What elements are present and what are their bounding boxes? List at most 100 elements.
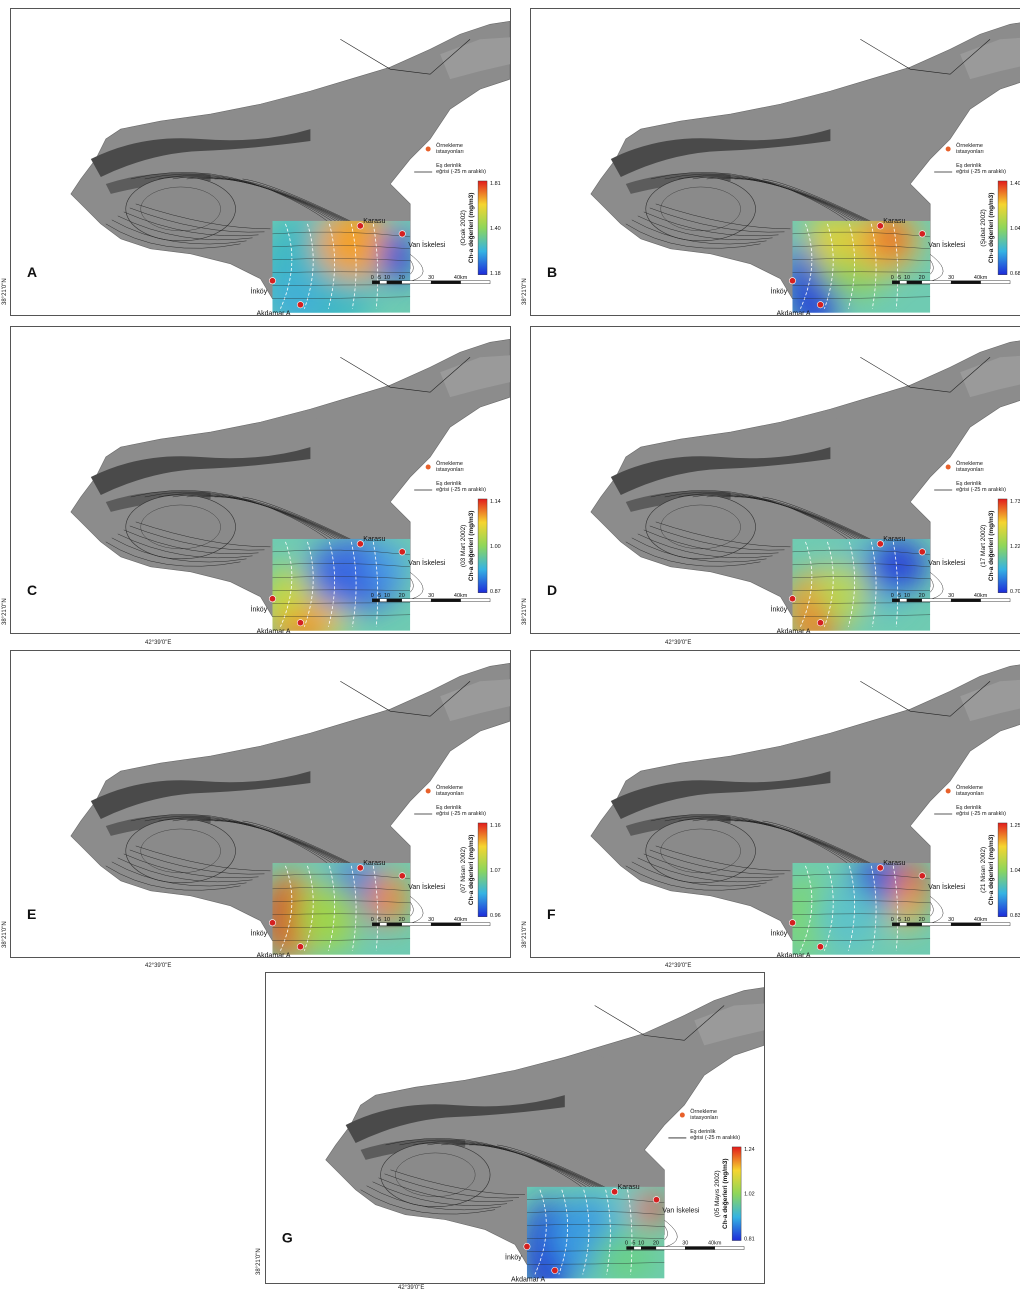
station-label-akdamar: Akdamar A [777,311,811,315]
svg-text:30: 30 [428,275,434,281]
svg-text:5: 5 [898,593,901,599]
svg-text:0: 0 [371,917,374,923]
map-svg-a: Karasu Van İskelesi İnköy Akdamar A Örneklem… [27,20,510,315]
svg-text:20: 20 [653,1241,659,1247]
colorbar [477,180,488,275]
colorbar-min-label: 1.18 [490,271,501,277]
lat-label-f: 38°21'0"N [522,921,528,948]
colorbar [731,1146,742,1241]
station-label-karasu: Karasu [363,218,385,225]
map-panel-g: Karasu Van İskelesi İnköy Akdamar A Örneklem… [265,972,765,1284]
station-label-akdamar: Akdamar A [777,629,811,633]
scale-bar: 0 5 10 20 30 40km [371,275,491,284]
legend-contour-label: Eş derinlik eğrisi (-25 m aralıklı) [436,481,486,493]
cha-heatmap [792,538,931,631]
map-panel-b: Karasu Van İskelesi İnköy Akdamar A Örneklem… [530,8,1020,316]
panel-label-a: A [27,264,37,280]
svg-text:30: 30 [948,275,954,281]
legend-station-icon [425,464,431,470]
svg-text:20: 20 [399,593,405,599]
svg-text:10: 10 [384,275,390,281]
legend-station-icon [679,1112,685,1118]
svg-text:0: 0 [891,593,894,599]
lon-label-d: 42°39'0"E [665,640,692,646]
map-svg-f: Karasu Van İskelesi İnköy Akdamar A Örneklem… [547,664,1020,957]
legend-station-icon [945,788,951,794]
lon-label-g: 42°39'0"E [398,1285,425,1291]
colorbar-title: (17 Mart 2002)Ch-a değerleri (mg/m3) [980,511,995,581]
station-marker-inkoy [523,1243,531,1251]
station-label-van: Van İskelesi [928,882,966,891]
station-label-van: Van İskelesi [408,240,446,249]
colorbar-title: (07 Nisan 2002)Ch-a değerleri (mg/m3) [460,835,475,905]
station-marker-karasu [876,864,884,872]
station-label-inkoy: İnköy [771,287,788,296]
station-marker-van [918,872,926,880]
colorbar [997,498,1008,593]
legend-station-label: Örnekleme istasyonları [956,784,984,797]
legend-station-icon [425,788,431,794]
legend-station-label: Örnekleme istasyonları [436,784,464,797]
station-label-van: Van İskelesi [928,558,966,567]
colorbar-min-label: 0.83 [1010,913,1020,919]
svg-text:40km: 40km [454,275,468,281]
station-label-van: Van İskelesi [408,558,446,567]
station-marker-karasu [611,1188,619,1196]
legend-station-icon [945,146,951,152]
colorbar-title: (21 Nisan 2002)Ch-a değerleri (mg/m3) [980,835,995,905]
station-marker-van [398,872,406,880]
colorbar-mid-label: 1.04 [1010,868,1020,874]
colorbar-max-label: 1.73 [1010,499,1020,505]
lat-label-g: 38°21'0"N [256,1248,262,1275]
legend-contour-label: Eş derinlik eğrisi (-25 m aralıklı) [956,163,1006,175]
colorbar-max-label: 1.24 [744,1147,755,1153]
colorbar-max-label: 1.81 [490,181,501,187]
colorbar-title: (03 Mart 2002)Ch-a değerleri (mg/m3) [460,511,475,581]
lat-label-d: 38°21'0"N [522,598,528,625]
map-panel-e: Karasu Van İskelesi İnköy Akdamar A Örneklem… [10,650,511,958]
map-panel-a: Karasu Van İskelesi İnköy Akdamar A Örneklem… [10,8,511,316]
svg-text:10: 10 [904,917,910,923]
lat-label-c: 38°21'0"N [2,598,8,625]
station-marker-akdamar [296,943,304,951]
svg-text:10: 10 [638,1241,644,1247]
station-marker-karasu [356,864,364,872]
colorbar-min-label: 0.70 [1010,589,1020,595]
station-marker-inkoy [268,919,276,927]
colorbar-mid-label: 1.00 [490,544,501,550]
lat-label-b: 38°21'0"N [522,278,528,305]
svg-text:30: 30 [428,593,434,599]
colorbar-max-label: 1.25 [1010,823,1020,829]
map-svg-e: Karasu Van İskelesi İnköy Akdamar A Örneklem… [27,662,510,957]
lon-label-c: 42°39'0"E [145,640,172,646]
map-svg-g: Karasu Van İskelesi İnköy Akdamar A Örneklem… [282,987,764,1283]
svg-text:40km: 40km [454,593,468,599]
legend-contour-label: Eş derinlik eğrisi (-25 m aralıklı) [690,1129,740,1141]
svg-text:30: 30 [428,917,434,923]
station-marker-akdamar [296,619,304,627]
svg-text:40km: 40km [454,917,468,923]
lat-label-a: 38°21'0"N [2,278,8,305]
legend-station-label: Örnekleme istasyonları [956,142,984,155]
svg-text:20: 20 [399,917,405,923]
colorbar-title: (Şubat 2002)Ch-a değerleri (mg/m3) [980,193,995,263]
scale-bar: 0 5 10 20 30 40km [371,593,491,602]
colorbar-max-label: 1.16 [490,823,501,829]
station-marker-van [398,548,406,556]
colorbar-min-label: 0.96 [490,913,501,919]
cha-heatmap [272,220,411,313]
station-marker-van [918,230,926,238]
scale-bar: 0 5 10 20 30 40km [891,593,1011,602]
panel-label-d: D [547,582,557,598]
panel-label-g: G [282,1230,293,1246]
station-label-akdamar: Akdamar A [257,311,291,315]
station-marker-karasu [356,222,364,230]
station-marker-inkoy [788,277,796,285]
svg-text:5: 5 [898,917,901,923]
svg-text:20: 20 [919,593,925,599]
svg-text:20: 20 [919,917,925,923]
station-label-karasu: Karasu [883,860,905,867]
colorbar-title: (05 Mayıs 2002)Ch-a değerleri (mg/m3) [714,1159,729,1229]
station-label-karasu: Karasu [883,218,905,225]
cha-heatmap [526,1186,665,1279]
